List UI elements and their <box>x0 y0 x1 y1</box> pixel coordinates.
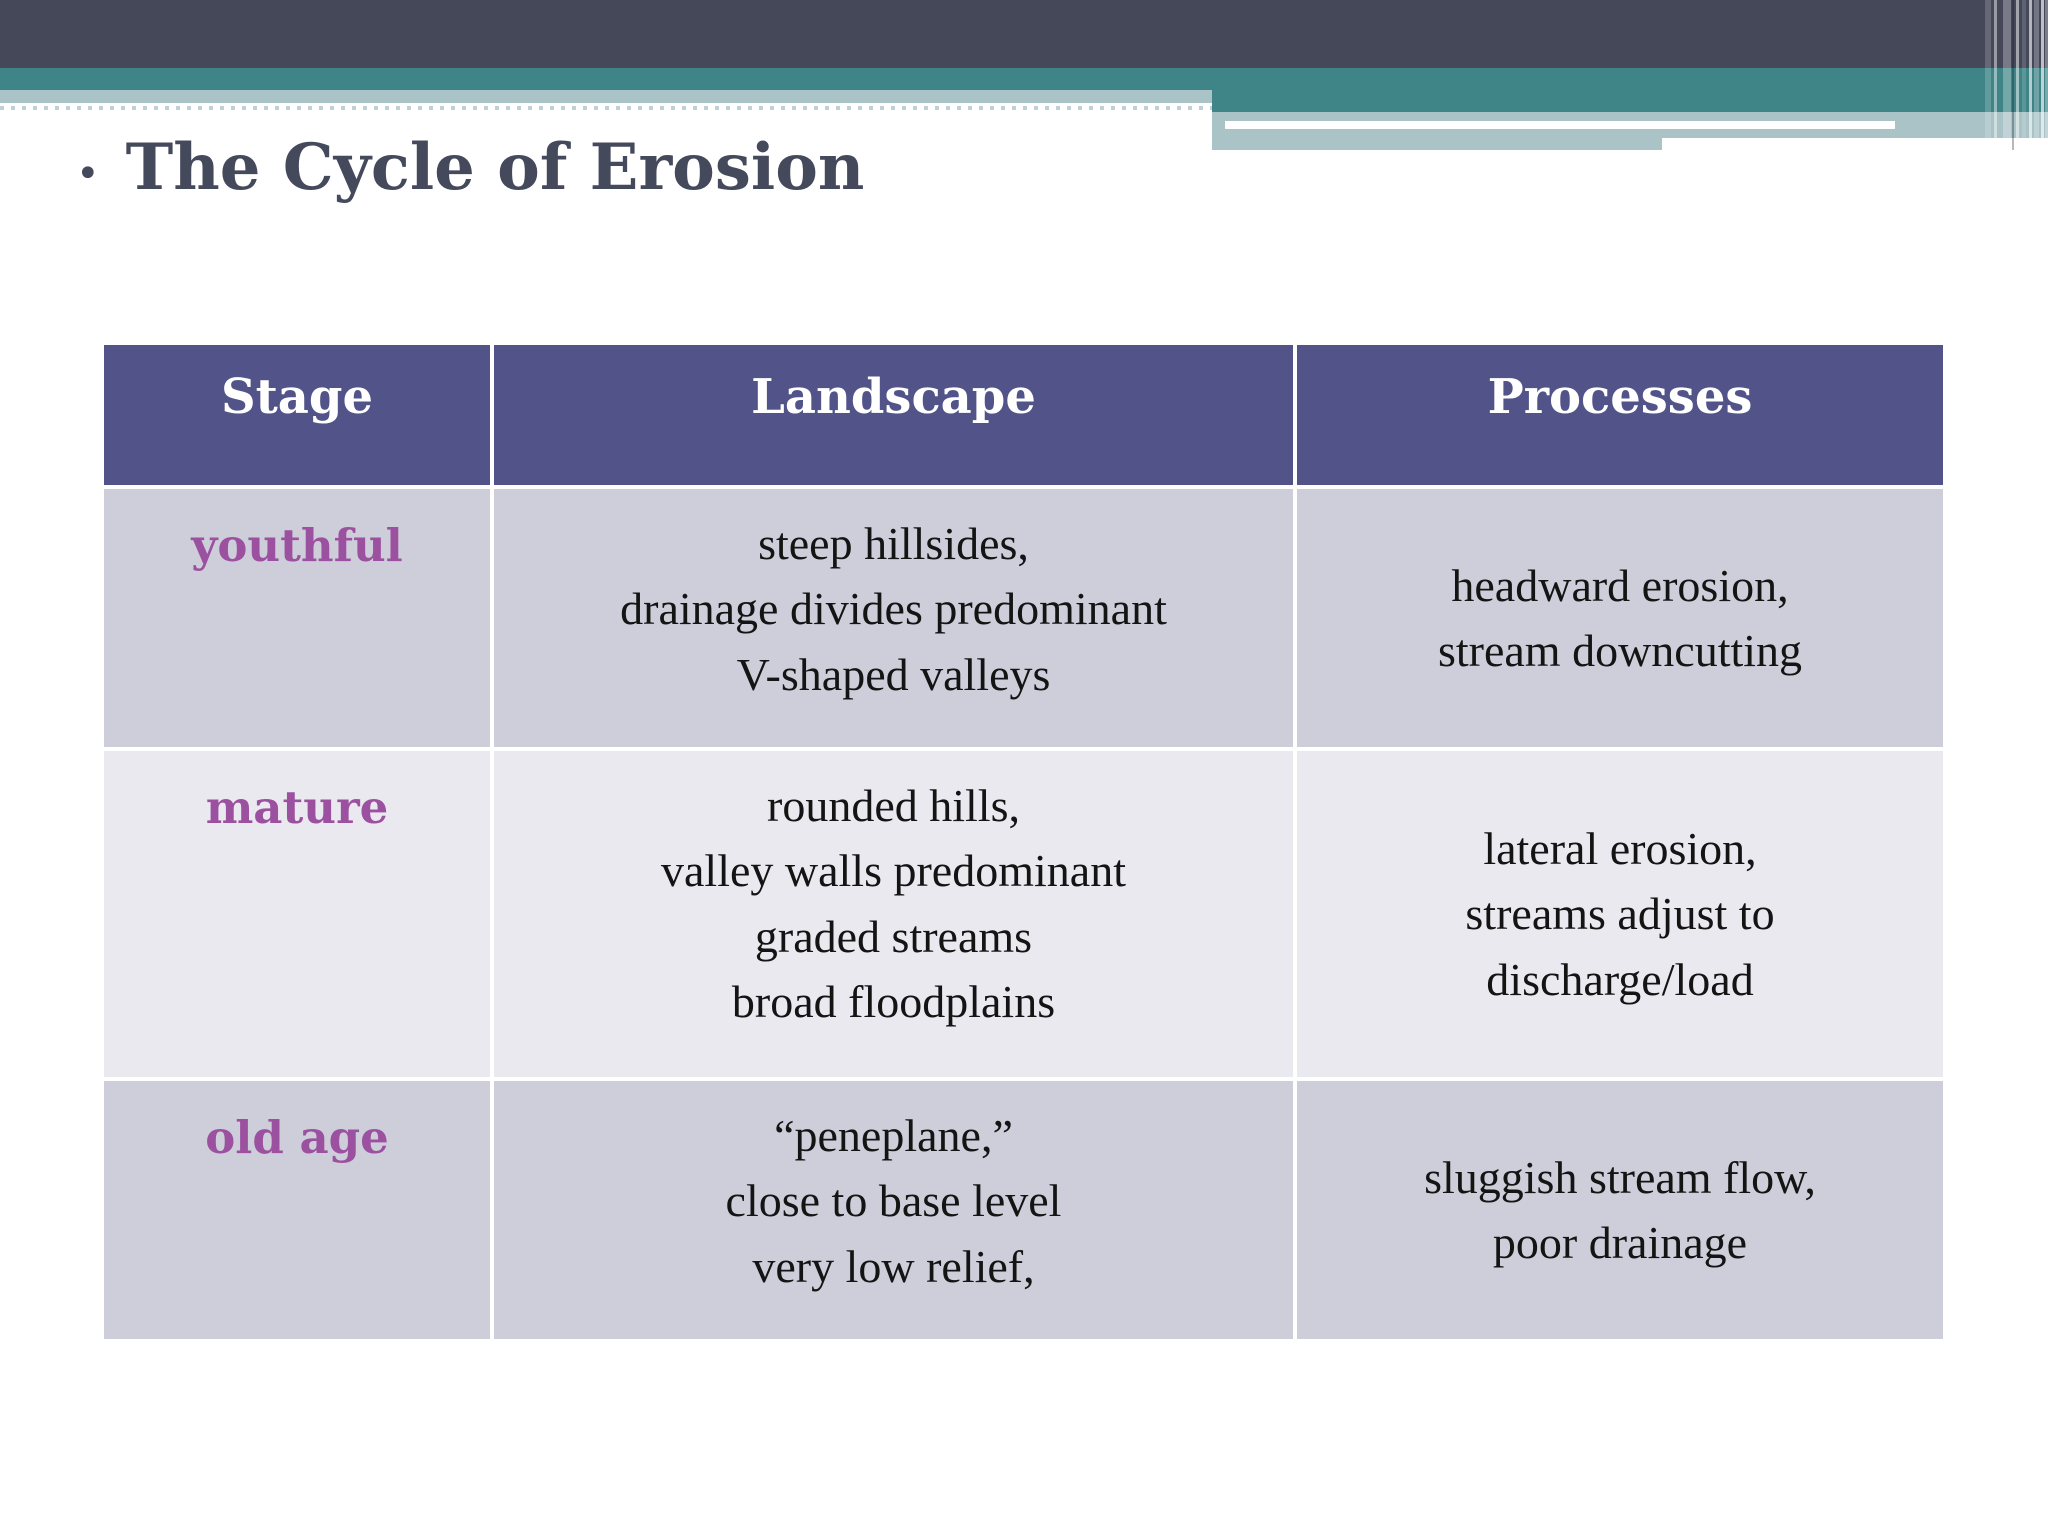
vertical-stripe <box>2012 0 2014 150</box>
cell-mature-processes: lateral erosion, streams adjust to disch… <box>1297 751 1943 1077</box>
accent-bar-teal <box>0 68 2048 90</box>
white-accent-notch <box>1662 138 2048 150</box>
erosion-stages-table: Stage Landscape Processes youthful steep… <box>104 345 1943 1339</box>
cell-oldage-processes: sluggish stream flow, poor drainage <box>1297 1081 1943 1339</box>
cell-youthful-processes: headward erosion, stream downcutting <box>1297 489 1943 747</box>
vertical-stripe-decoration <box>1985 0 2048 150</box>
vertical-stripe <box>2041 0 2044 150</box>
cell-mature-landscape: rounded hills, valley walls predominant … <box>494 751 1293 1077</box>
dotted-accent-line <box>0 106 1212 110</box>
header-cell-processes: Processes <box>1297 345 1943 485</box>
vertical-stripe <box>2016 0 2019 150</box>
title-row: • The Cycle of Erosion <box>76 126 864 209</box>
header-cell-landscape: Landscape <box>494 345 1293 485</box>
vertical-stripe <box>1985 0 1991 150</box>
bullet-icon: • <box>76 151 100 197</box>
vertical-stripe <box>1994 0 1997 150</box>
white-accent-stripe <box>1225 121 1895 129</box>
vertical-stripe <box>2029 0 2032 150</box>
vertical-stripe <box>2003 0 2011 150</box>
header-cell-stage: Stage <box>104 345 490 485</box>
accent-bar-teal-right <box>1212 90 2048 112</box>
cell-oldage-stage: old age <box>104 1081 490 1339</box>
vertical-stripe <box>2034 0 2039 150</box>
page-title: The Cycle of Erosion <box>125 130 865 205</box>
cell-mature-stage: mature <box>104 751 490 1077</box>
cell-oldage-landscape: “peneplane,” close to base level very lo… <box>494 1081 1293 1339</box>
accent-bar-light-left <box>0 90 1212 103</box>
cell-youthful-landscape: steep hillsides, drainage divides predom… <box>494 489 1293 747</box>
vertical-stripe <box>2022 0 2026 150</box>
cell-youthful-stage: youthful <box>104 489 490 747</box>
top-bar-dark <box>0 0 2048 68</box>
vertical-stripe <box>2045 0 2048 150</box>
